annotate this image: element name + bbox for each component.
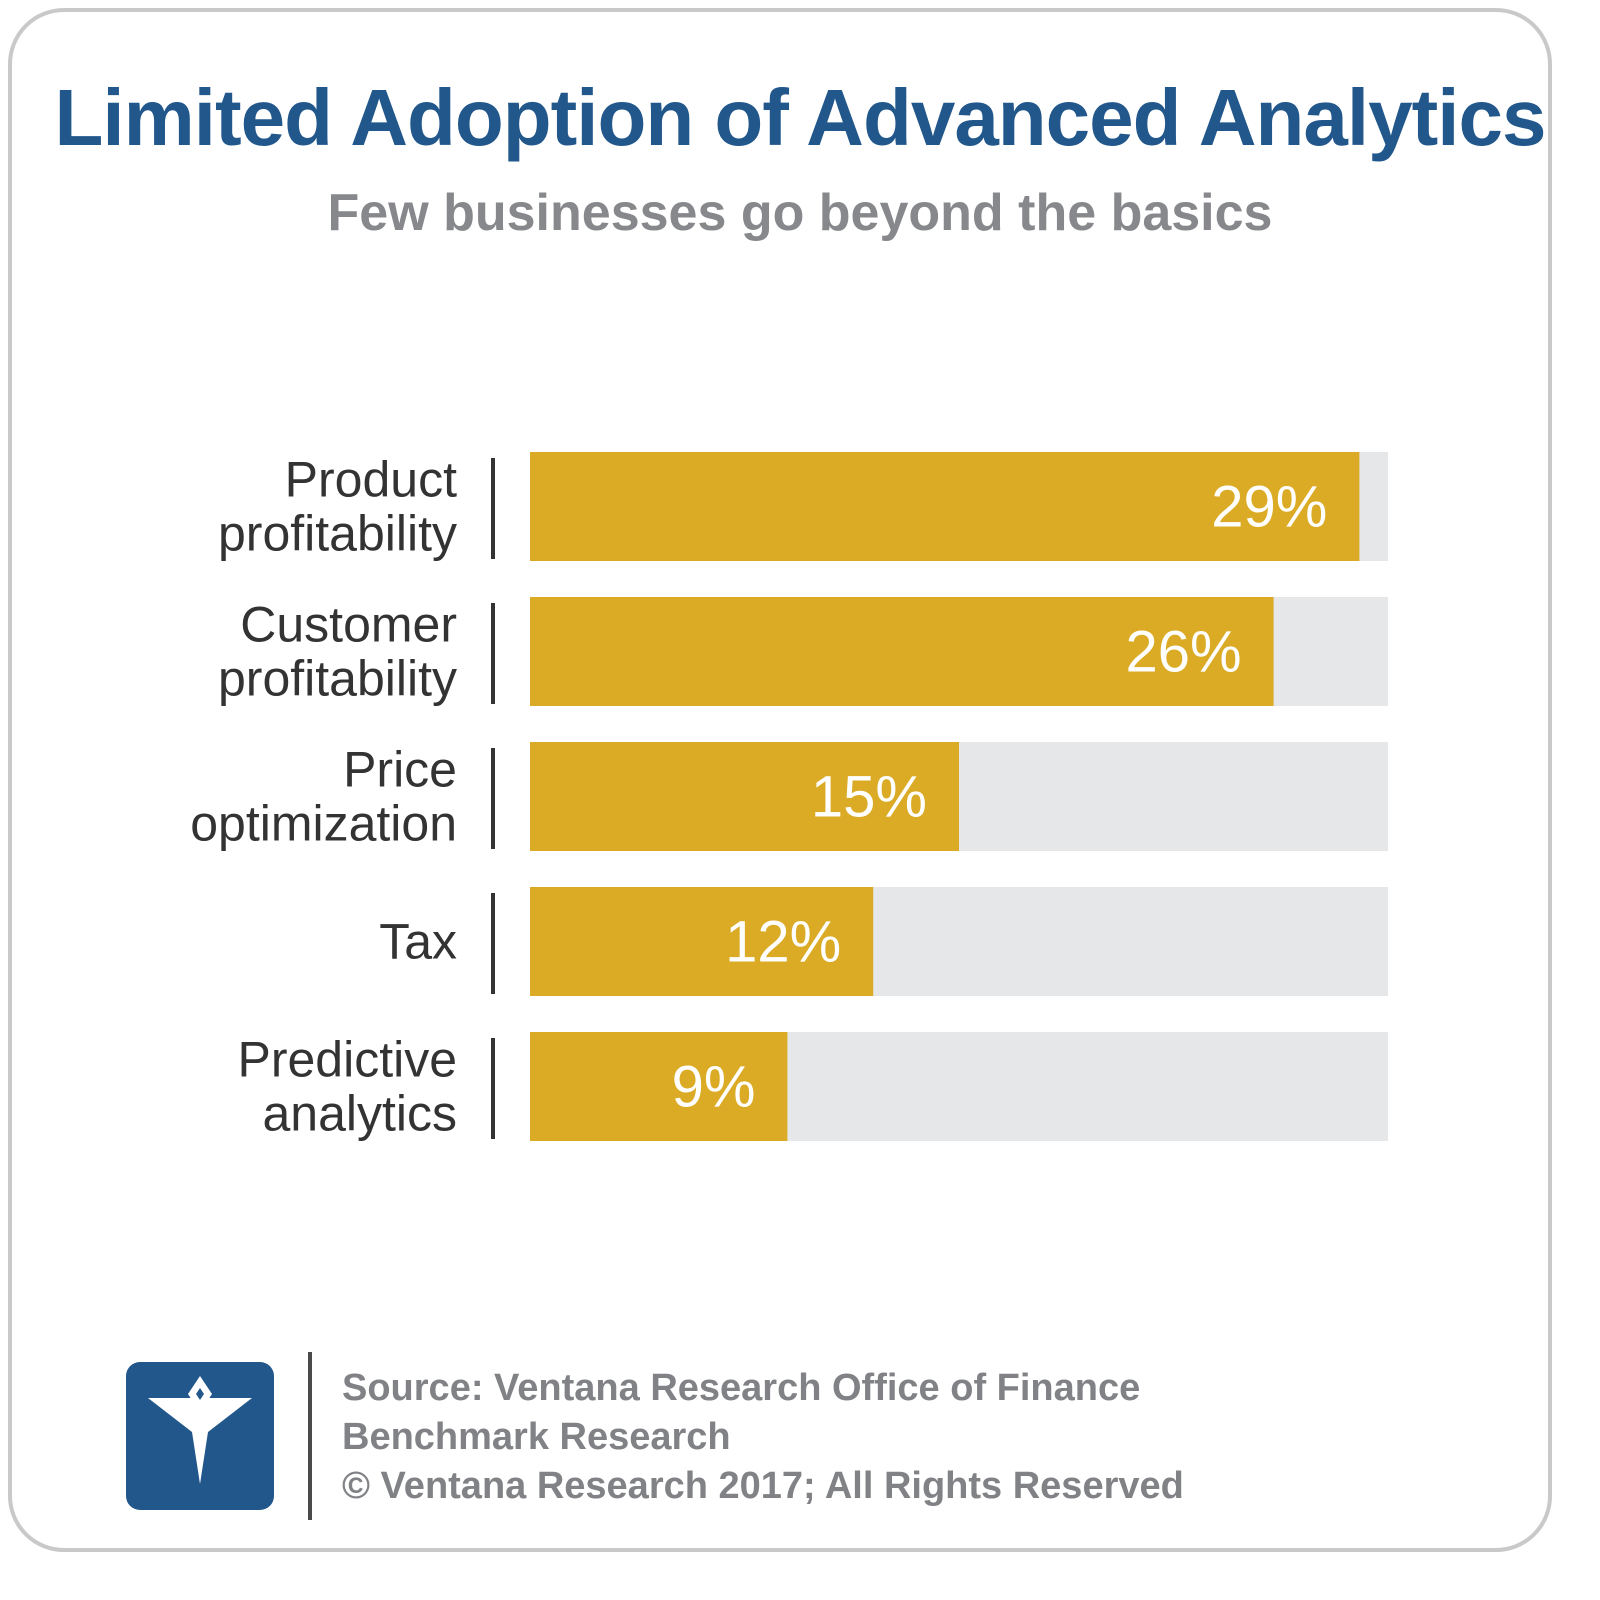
category-separator <box>491 1038 495 1139</box>
source-line: Benchmark Research <box>342 1416 731 1458</box>
category-label: Price <box>343 742 457 798</box>
ventana-v-logo-icon <box>148 1376 252 1484</box>
category-separator <box>491 603 495 704</box>
chart-subtitle: Few businesses go beyond the basics <box>327 184 1273 242</box>
bar <box>530 1032 788 1141</box>
category-label: profitability <box>218 651 457 707</box>
category-separator <box>491 748 495 849</box>
source-line: Source: Ventana Research Office of Finan… <box>342 1367 1141 1409</box>
bar <box>530 742 959 851</box>
bar <box>530 452 1360 561</box>
data-label: 12% <box>725 910 841 975</box>
category-separator <box>491 458 495 559</box>
category-label: analytics <box>262 1086 457 1142</box>
bar <box>530 887 874 996</box>
copyright-line: © Ventana Research 2017; All Rights Rese… <box>342 1465 1184 1507</box>
category-label: Predictive <box>237 1032 457 1088</box>
category-label: optimization <box>190 796 457 852</box>
category-label: Tax <box>379 914 457 970</box>
category-separator <box>491 893 495 994</box>
data-label: 15% <box>811 765 927 830</box>
data-label: 26% <box>1126 620 1242 685</box>
footer-divider <box>308 1352 312 1520</box>
source-text: Source: Ventana Research Office of Finan… <box>342 1364 1184 1511</box>
data-label: 9% <box>672 1055 756 1120</box>
chart-title: Limited Adoption of Advanced Analytics <box>54 73 1547 162</box>
data-label: 29% <box>1211 475 1327 540</box>
bar <box>530 597 1274 706</box>
ventana-logo <box>126 1362 274 1510</box>
category-label: Product <box>285 452 457 508</box>
category-label: Customer <box>240 597 457 653</box>
category-label: profitability <box>218 506 457 562</box>
